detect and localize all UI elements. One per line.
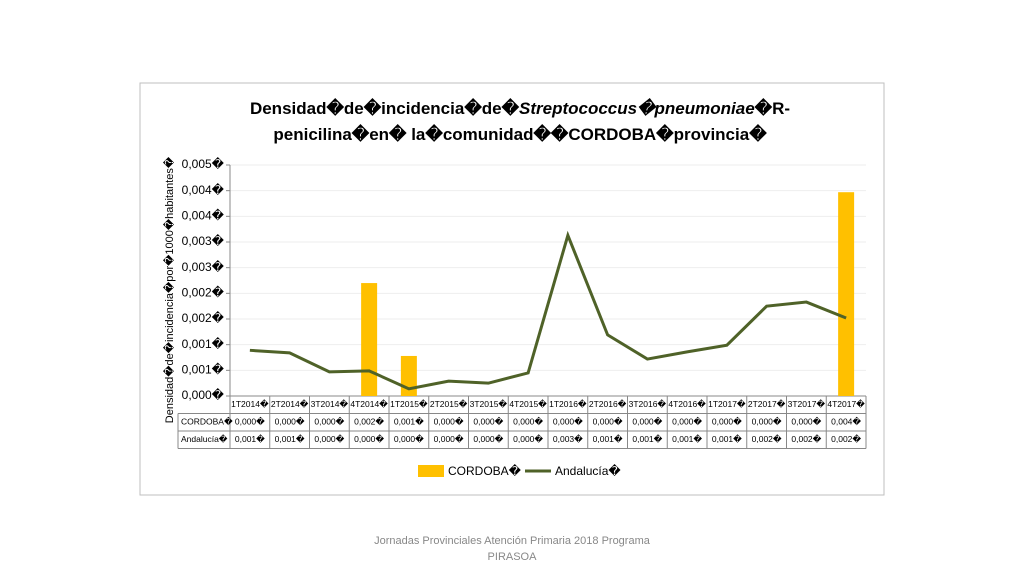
y-tick-label: 0,000�	[182, 388, 225, 402]
table-cell: 0,001�	[593, 433, 624, 444]
table-cell: 0,000�	[752, 416, 783, 427]
legend-label: Andalucía�	[555, 464, 621, 478]
table-cell: 0,000�	[513, 416, 544, 427]
y-tick-label: 0,002�	[182, 311, 225, 325]
x-tick-label: 3T2014�	[311, 398, 350, 409]
table-cell: 0,000�	[632, 416, 663, 427]
title-segment: Streptococcus�pneumoniae	[519, 99, 755, 118]
x-tick-label: 1T2017�	[708, 398, 747, 409]
table-cell: 0,001�	[235, 433, 266, 444]
x-tick-label: 3T2017�	[788, 398, 827, 409]
table-cell: 0,002�	[831, 433, 862, 444]
table-cell: 0,000�	[593, 416, 624, 427]
x-tick-label: 3T2015�	[470, 398, 509, 409]
x-tick-label: 2T2015�	[430, 398, 469, 409]
table-cell: 0,002�	[354, 416, 385, 427]
chart-title: Densidad�de�incidencia�de�Streptococcus�…	[210, 96, 830, 148]
legend-swatch	[418, 465, 444, 477]
line	[249, 230, 847, 391]
table-row-header: CORDOBA�	[181, 416, 234, 427]
x-tick-label: 3T2016�	[629, 398, 668, 409]
x-tick-label: 4T2015�	[509, 398, 548, 409]
bar	[361, 283, 378, 396]
table-cell: 0,001�	[394, 416, 425, 427]
table-cell: 0,000�	[314, 433, 345, 444]
table-cell: 0,000�	[394, 433, 425, 444]
y-tick-label: 0,003�	[182, 260, 225, 274]
table-cell: 0,001�	[632, 433, 663, 444]
table-cell: 0,003�	[553, 433, 584, 444]
bar	[838, 192, 855, 396]
y-axis-label: Densidad�de�incidencia�por�1000�habitant…	[162, 156, 176, 423]
title-segment: Densidad�de�incidencia�de�	[249, 99, 520, 118]
table-cell: 0,000�	[354, 433, 385, 444]
table-cell: 0,000�	[235, 416, 266, 427]
y-tick-label: 0,005�	[182, 157, 225, 171]
chart-border	[139, 82, 885, 496]
table-cell: 0,000�	[791, 416, 822, 427]
table-cell: 0,001�	[712, 433, 743, 444]
table-cell: 0,000�	[434, 433, 465, 444]
y-tick-label: 0,003�	[182, 234, 225, 248]
table-row-header: Andalucía�	[181, 433, 229, 444]
table-cell: 0,000�	[473, 416, 504, 427]
table-cell: 0,000�	[314, 416, 345, 427]
table-cell: 0,004�	[831, 416, 862, 427]
x-tick-label: 1T2014�	[231, 398, 270, 409]
x-tick-label: 2T2016�	[589, 398, 628, 409]
x-tick-label: 1T2015�	[390, 398, 429, 409]
table-cell: 0,001�	[275, 433, 306, 444]
table-cell: 0,000�	[712, 416, 743, 427]
table-cell: 0,000�	[672, 416, 703, 427]
table-cell: 0,000�	[434, 416, 465, 427]
table-cell: 0,002�	[791, 433, 822, 444]
y-tick-label: 0,001�	[182, 337, 225, 351]
table-cell: 0,002�	[752, 433, 783, 444]
y-tick-label: 0,002�	[182, 286, 225, 300]
legend-label: CORDOBA�	[448, 464, 522, 478]
x-tick-label: 4T2014�	[350, 398, 389, 409]
table-cell: 0,000�	[513, 433, 544, 444]
y-tick-label: 0,001�	[182, 363, 225, 377]
x-tick-label: 4T2017�	[827, 398, 866, 409]
x-tick-label: 1T2016�	[549, 398, 588, 409]
table-cell: 0,001�	[672, 433, 703, 444]
table-cell: 0,000�	[275, 416, 306, 427]
title-segment: �R-penicilina�en� la�comunidad��CORDOBA�…	[273, 99, 791, 144]
x-tick-label: 2T2014�	[271, 398, 310, 409]
table-cell: 0,000�	[553, 416, 584, 427]
table-cell: 0,000�	[473, 433, 504, 444]
y-tick-label: 0,004�	[182, 209, 225, 223]
y-tick-label: 0,004�	[182, 183, 225, 197]
footer: Jornadas Provinciales Atención Primaria …	[374, 535, 650, 563]
x-tick-label: 2T2017�	[748, 398, 787, 409]
x-tick-label: 4T2016�	[668, 398, 707, 409]
